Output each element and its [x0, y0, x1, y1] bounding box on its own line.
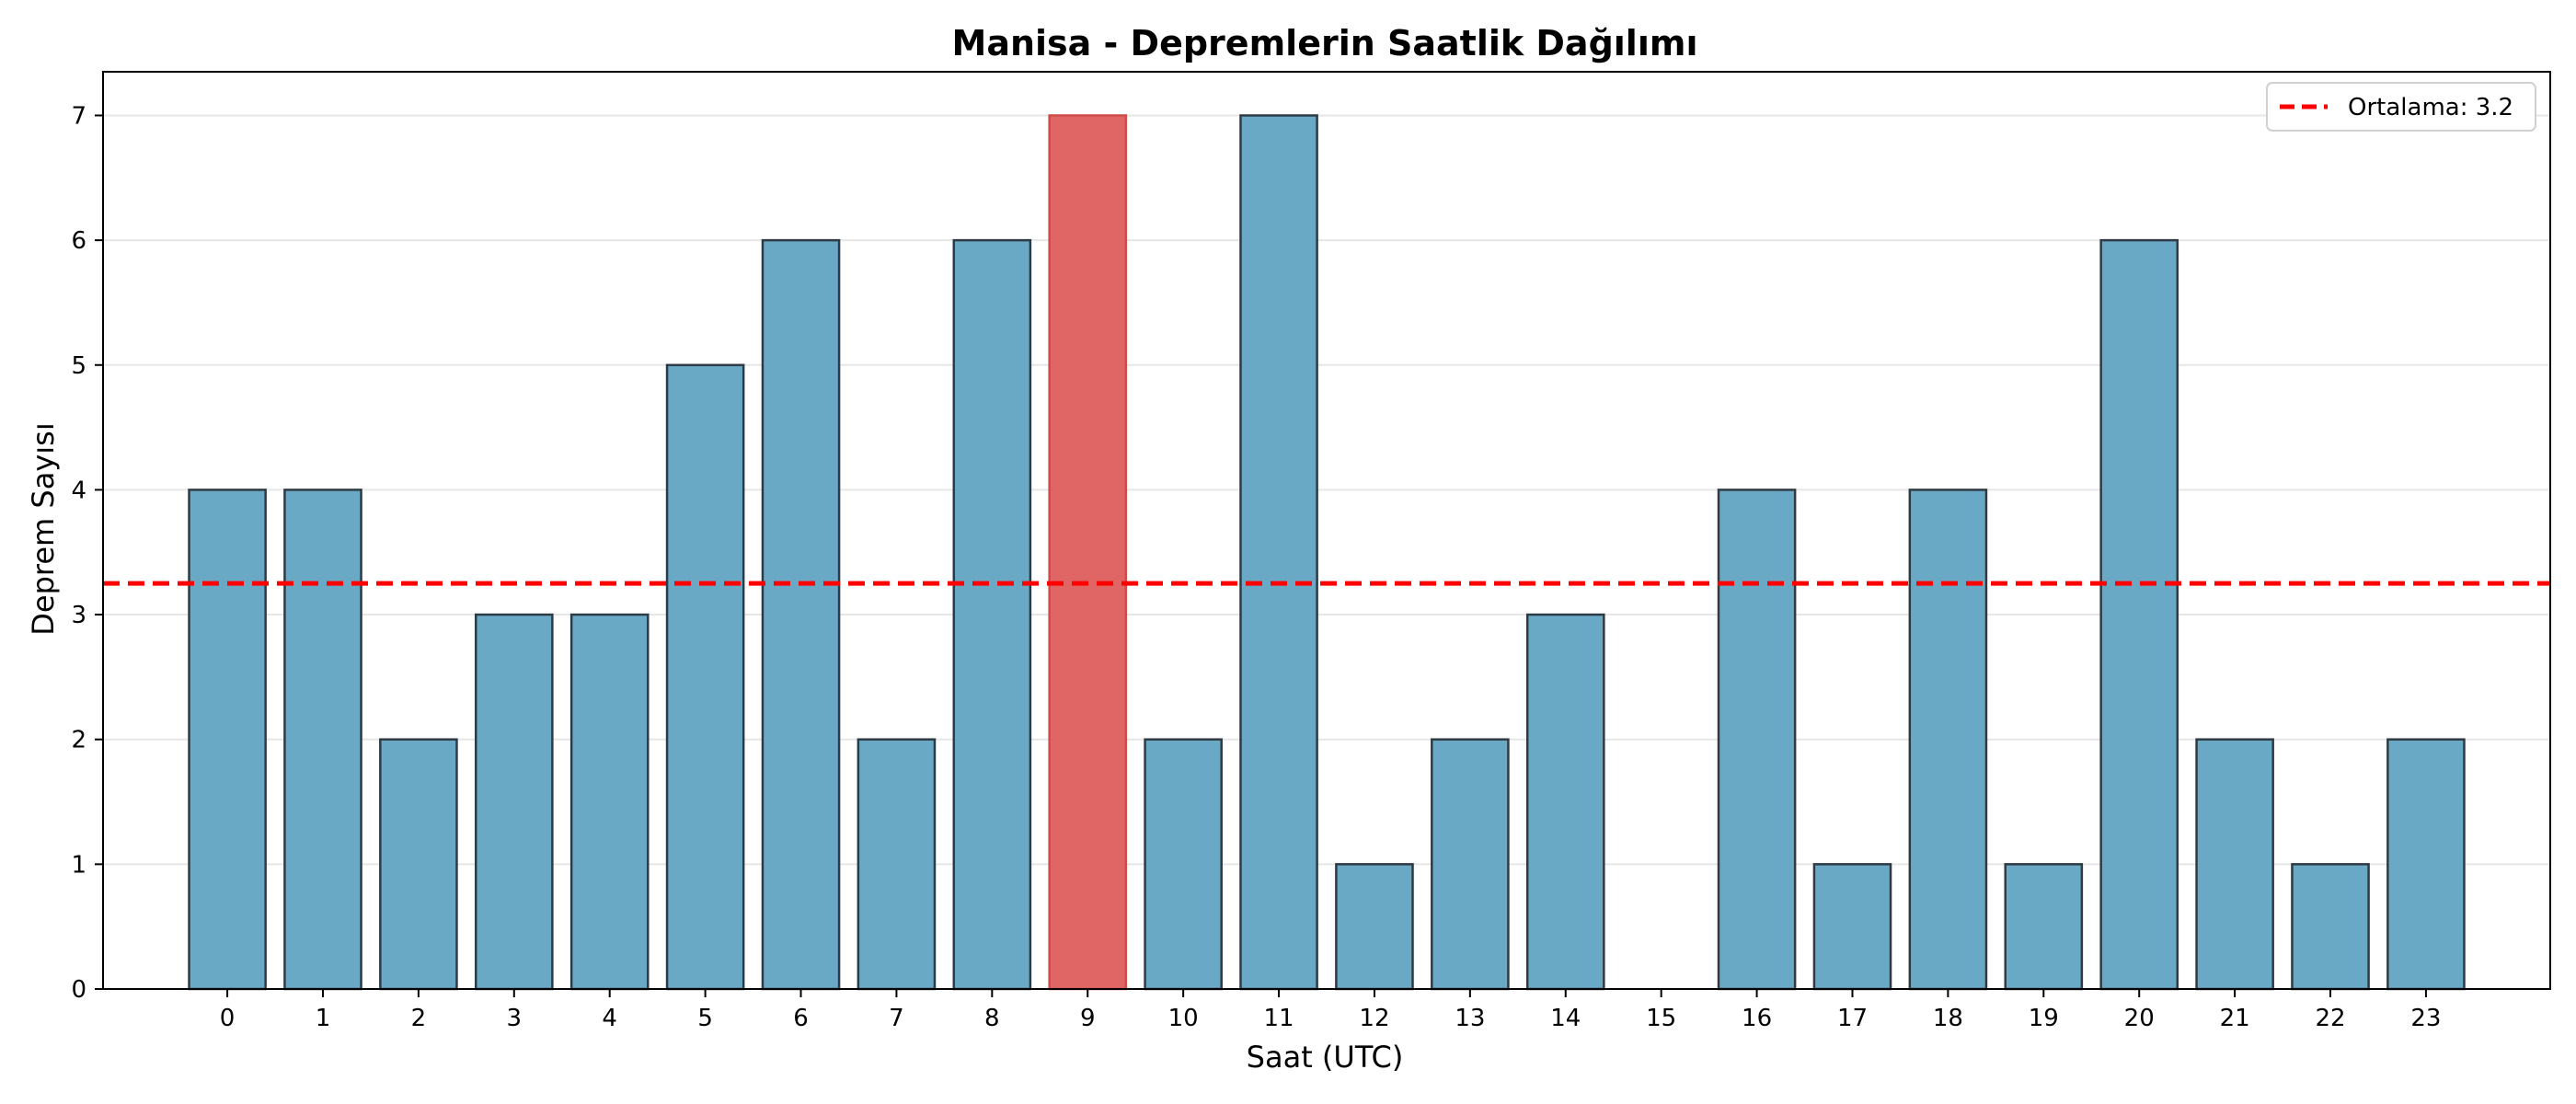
bar [1335, 863, 1414, 991]
bar [283, 489, 362, 991]
x-tick-label: 8 [984, 1005, 1000, 1032]
legend: Ortalama: 3.2 [2266, 82, 2536, 132]
x-tick-label: 19 [2029, 1005, 2059, 1032]
bar [952, 238, 1032, 991]
bar [2195, 738, 2274, 991]
chart-title: Manisa - Depremlerin Saatlik Dağılımı [952, 23, 1698, 63]
x-tick-label: 7 [889, 1005, 904, 1032]
bar [2004, 863, 2084, 991]
x-tick-label: 3 [507, 1005, 523, 1032]
bar [1239, 114, 1318, 991]
bar [2291, 863, 2370, 991]
y-ticks: 0 1 2 3 4 5 6 7 [71, 102, 103, 1004]
y-tick-label: 1 [71, 851, 86, 879]
bar-highlight [1048, 114, 1128, 991]
y-tick-label: 0 [71, 976, 86, 1004]
x-tick-label: 4 [602, 1005, 617, 1032]
y-tick-label: 6 [71, 227, 86, 255]
bar [2386, 738, 2466, 991]
x-tick-label: 20 [2124, 1005, 2155, 1032]
x-tick-label: 13 [1455, 1005, 1485, 1032]
bar [188, 489, 267, 991]
x-tick-label: 10 [1168, 1005, 1199, 1032]
bar [1717, 489, 1797, 991]
x-tick-label: 23 [2410, 1005, 2441, 1032]
x-ticks: 0 1 2 3 4 5 6 7 8 9 10 11 12 13 14 15 16 17 18 19 20 21 22 23 [220, 989, 2441, 1032]
bar [1908, 489, 1988, 991]
y-tick-label: 4 [71, 477, 86, 504]
x-tick-label: 17 [1837, 1005, 1868, 1032]
bar [761, 238, 841, 991]
x-tick-label: 22 [2315, 1005, 2345, 1032]
legend-box [2266, 82, 2536, 132]
bar [857, 738, 937, 991]
x-tick-label: 16 [1742, 1005, 1772, 1032]
axes-frame [102, 71, 2551, 990]
bars [188, 114, 2466, 991]
x-tick-label: 11 [1264, 1005, 1294, 1032]
bar [2099, 238, 2179, 991]
bar [1525, 613, 1605, 991]
x-tick-label: 5 [697, 1005, 713, 1032]
bar [1431, 738, 1510, 991]
x-tick-label: 1 [316, 1005, 331, 1032]
y-axis-label: Deprem Sayısı [26, 422, 61, 635]
legend-mean-label: Ortalama: 3.2 [2348, 94, 2513, 121]
bar [569, 613, 650, 991]
bar [474, 613, 554, 991]
x-tick-label: 21 [2220, 1005, 2250, 1032]
bar [665, 363, 745, 991]
x-tick-label: 14 [1550, 1005, 1581, 1032]
x-tick-label: 2 [411, 1005, 427, 1032]
x-tick-label: 0 [220, 1005, 236, 1032]
x-tick-label: 18 [1933, 1005, 1963, 1032]
y-tick-label: 5 [71, 352, 86, 380]
y-tick-label: 3 [71, 602, 86, 629]
x-tick-label: 15 [1646, 1005, 1676, 1032]
x-axis-label: Saat (UTC) [1247, 1040, 1404, 1075]
y-tick-label: 7 [71, 102, 86, 130]
y-tick-label: 2 [71, 727, 86, 754]
bar [1144, 738, 1223, 991]
x-tick-label: 6 [793, 1005, 809, 1032]
x-tick-label: 12 [1359, 1005, 1389, 1032]
bar [1812, 863, 1892, 991]
x-tick-label: 9 [1080, 1005, 1096, 1032]
bar [379, 738, 458, 991]
